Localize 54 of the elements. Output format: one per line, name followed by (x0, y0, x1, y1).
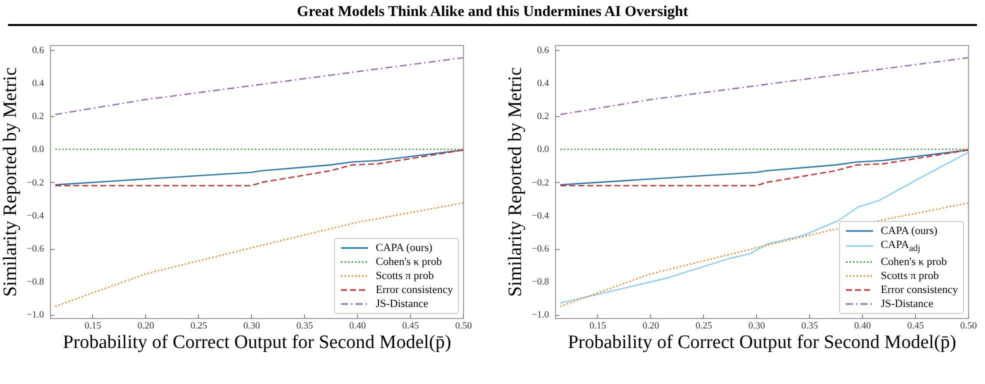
legend-label: Cohen's κ prob (880, 255, 947, 269)
legend-label: Scotts π prob (376, 269, 434, 283)
y-tick-label: −1.0 (26, 310, 44, 321)
legend-label: Scotts π prob (880, 269, 939, 283)
x-tick-label: 0.30 (243, 322, 260, 332)
y-tick-label: −0.2 (26, 178, 44, 188)
x-tick-label: 0.45 (907, 322, 924, 332)
y-tick-label: 0.6 (537, 46, 550, 56)
x-tick-label: 0.25 (695, 322, 712, 332)
x-tick-label: 0.45 (402, 322, 420, 332)
y-tick-label: 0.4 (537, 79, 550, 90)
y-tick-label: −0.8 (532, 278, 550, 288)
x-tick-label: 0.20 (137, 322, 154, 332)
y-axis-title: Similarity Reported by Metric (505, 67, 526, 297)
x-tick-label: 0.35 (801, 322, 818, 332)
x-tick-label: 0.35 (296, 322, 314, 332)
y-tick-label: 0.0 (32, 145, 44, 156)
y-tick-label: −0.4 (26, 211, 44, 222)
line-series (560, 202, 968, 308)
legend-label: Cohen's κ prob (376, 255, 442, 269)
legend-label: Error consistency (880, 283, 958, 297)
y-tick-label: 0.0 (537, 145, 550, 156)
chart-title: Great Models Think Alike and this Undermines AI Oversight (8, 2, 977, 26)
y-tick-label: −0.2 (532, 178, 550, 188)
x-tick-label: 0.50 (960, 322, 978, 332)
y-tick-label: −0.8 (26, 278, 44, 288)
y-tick-label: 0.2 (537, 112, 550, 122)
x-tick-label: 0.15 (84, 322, 102, 332)
x-axis-title: Probability of Correct Output for Second Model(p̄) (62, 332, 452, 353)
y-tick-label: −0.6 (26, 244, 44, 255)
line-series (54, 202, 463, 308)
x-tick-label: 0.25 (190, 322, 208, 332)
x-axis-title: Probability of Correct Output for Second Model(p̄) (568, 332, 956, 353)
x-tick-label: 0.40 (854, 322, 872, 332)
legend-label: Error consistency (376, 283, 453, 297)
line-series (54, 57, 463, 116)
y-tick-label: 0.2 (32, 112, 44, 122)
x-tick-label: 0.40 (349, 322, 366, 332)
x-tick-label: 0.20 (642, 322, 660, 332)
legend-label: CAPA (ours) (880, 224, 938, 238)
legend-label: JS-Distance (880, 297, 934, 311)
y-tick-label: −0.4 (532, 211, 550, 222)
x-tick-label: 0.50 (455, 322, 472, 332)
y-tick-label: −0.6 (532, 244, 550, 255)
y-axis-title: Similarity Reported by Metric (0, 67, 21, 297)
y-tick-label: 0.6 (32, 46, 44, 56)
y-tick-label: −1.0 (532, 310, 550, 321)
legend-label: CAPA (ours) (376, 241, 432, 255)
legend-label: JS-Distance (376, 297, 428, 311)
legend-label: CAPA$_{adj}$ (880, 238, 920, 255)
x-tick-label: 0.15 (590, 322, 606, 332)
line-series (560, 57, 968, 116)
y-tick-label: 0.4 (32, 79, 44, 90)
x-tick-label: 0.30 (748, 322, 766, 332)
